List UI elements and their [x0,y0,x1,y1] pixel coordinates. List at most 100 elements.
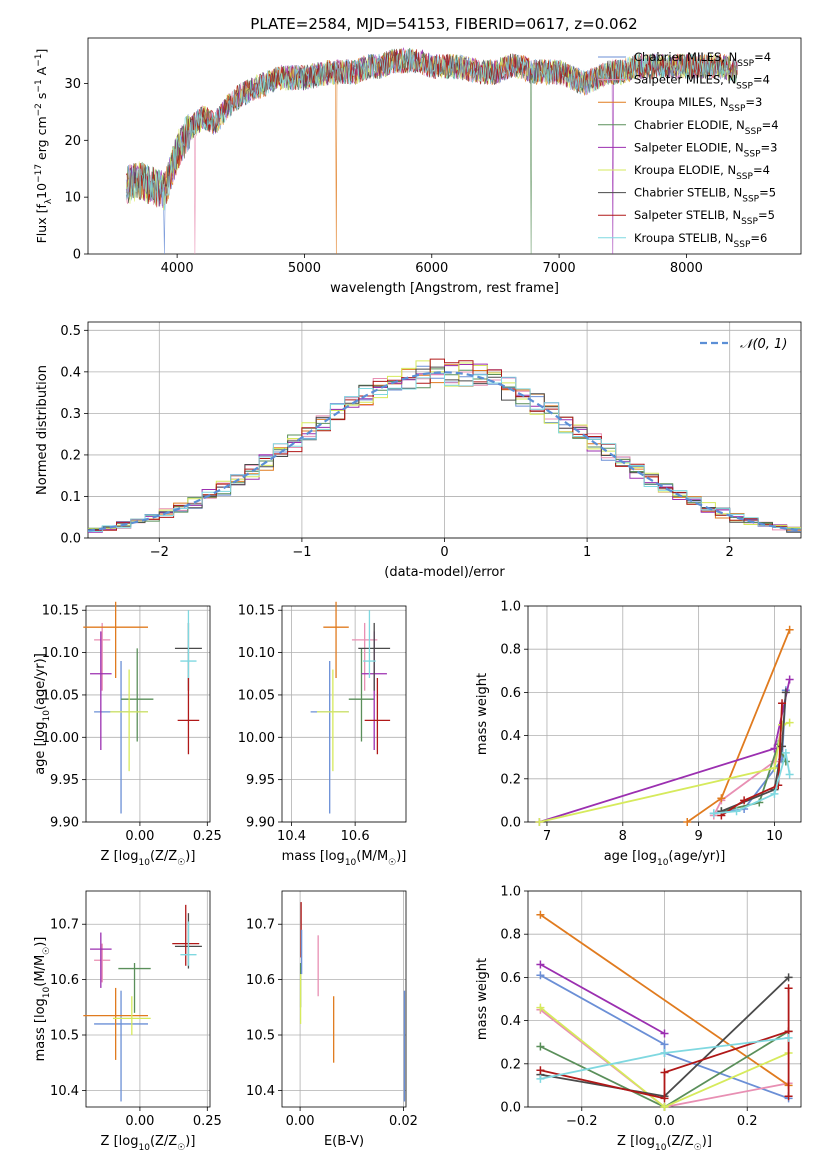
label-part: ( [33,982,48,987]
label-part: ( [150,849,155,864]
y-tick-label: 0.2 [60,448,81,463]
x-tick-label: −2 [150,545,169,560]
x-axis-label: Z [log10(Z/Z☉)] [101,1134,196,1153]
x-tick-label: 7000 [543,261,576,276]
weight-point-marker [683,818,692,826]
label-part: 10 [42,986,52,998]
y-tick-label: 0 [73,248,81,263]
weight-series-line [540,988,790,1100]
label-part: Flux [f [34,204,49,244]
label-part: =4 [754,50,771,64]
weight-point-marker [784,973,793,982]
y-tick-label: 10.4 [50,1084,79,1099]
x-axis-label: Z [log10(Z/Z☉)] [101,849,196,868]
x-tick-label: 6000 [415,261,448,276]
label-part: =4 [762,118,779,132]
weight_vs_age-labels: age [log10(age/yr)] mass weight [475,673,725,868]
x-tick-label: 8000 [670,261,703,276]
x-tick-label: 0.00 [125,1114,154,1129]
label-part: A [34,66,49,79]
y-tick-label: 10.4 [246,1084,275,1099]
weight-point-marker [785,770,794,779]
label-part: ] [34,49,49,54]
label-part: Salpeter ELODIE, N [634,140,744,154]
label-part: −2 [34,103,44,116]
legend-label: 𝒩(0, 1) [740,337,787,352]
weight-point-marker [536,1003,545,1012]
legend-label: Kroupa MILES, NSSP=3 [634,95,762,114]
x-tick-label: 10.6 [341,829,370,844]
weight-series-line [539,679,791,823]
weight-point-marker [660,1094,669,1103]
label-part: ( [668,849,673,864]
weight-point-marker [784,984,793,993]
y-tick-label: 10.6 [246,973,275,988]
weight-point-marker [784,1033,793,1042]
y-tick-label: 1.0 [500,885,521,900]
residual-histogram [88,372,801,532]
label-part: ☉ [177,858,185,868]
y-tick-label: 0.3 [60,407,81,422]
y-tick-label: 10.5 [246,1029,275,1044]
y-tick-label: 0.4 [60,365,81,380]
spectrum-series-line [125,48,738,211]
x-axis-label: Z [log10(Z/Z☉)] [617,1134,712,1153]
x-tick-label: 0.25 [193,1114,222,1129]
y-axis-label: age [log10(age/yr)] [33,653,52,775]
label-part: =5 [759,186,776,200]
y-tick-label: 10.00 [42,731,79,746]
label-part: ( [356,849,361,864]
mass_vs_ebv-axes: 0.00 0.02 10.4 10.5 10.6 10.7 [246,890,418,1129]
label-part: Chabrier MILES, N [634,50,737,64]
weight_vs_Z-axes: −0.2 0.0 0.2 0.0 0.2 0.4 0.6 0.8 1.0 [500,885,802,1129]
mass_vs_Z-errorbars [83,904,202,1102]
y-tick-label: 0.8 [500,643,521,658]
weight-series-line [539,974,789,1100]
plot-frame [85,605,211,823]
legend-label: Salpeter MILES, NSSP=4 [634,73,770,92]
label-part: s [34,93,49,104]
residuals-axes: −2 −1 0 1 2 0.0 0.1 0.2 0.3 0.4 0.5 [60,321,802,560]
label-part: SSP [729,104,746,114]
label-part: =5 [758,208,775,222]
figure-title: PLATE=2584, MJD=54153, FIBERID=0617, z=0… [250,15,637,33]
label-part: ☉ [42,947,52,955]
x-tick-label: 0.02 [389,1114,418,1129]
x-tick-label: −1 [292,545,311,560]
y-tick-label: 30 [64,77,81,92]
x-tick-label: 0.00 [286,1114,315,1129]
label-part: SSP [736,172,753,182]
weight-point-marker [785,718,794,727]
plot-frame [281,605,407,823]
label-part: )] [33,937,48,947]
label-part: age [log [604,849,657,864]
label-part: SSP [734,240,751,250]
spectrum-lines [125,46,738,255]
label-part: λ [44,198,54,204]
weight-point-marker [660,1029,669,1038]
label-part: 10 [345,858,357,868]
label-part: SSP [736,82,753,92]
label-part: Z/Z [155,1134,177,1149]
x-tick-label: 0.25 [193,829,222,844]
mass_vs_ebv-errorbars [299,902,406,1102]
label-part: SSP [745,127,762,137]
label-part: Chabrier STELIB, N [634,186,742,200]
age_vs_mass-axes: 10.4 10.6 9.90 9.95 10.00 10.05 10.10 10.15 [238,604,407,844]
weight-point-marker [770,764,779,772]
label-part: Salpeter MILES, N [634,73,736,87]
y-tick-label: 10.6 [50,973,79,988]
y-tick-label: 10.10 [238,646,275,661]
label-part: =6 [750,231,767,245]
label-part: Z [log [617,1134,655,1149]
weight-point-marker [770,789,779,798]
x-axis-label: mass [log10(M/M☉)] [282,849,407,868]
label-part: Z [log [101,849,139,864]
y-tick-label: 10.15 [238,604,275,619]
x-tick-label: 4000 [161,261,194,276]
y-axis-label: Normed distribution [35,365,50,495]
y-tick-label: 10.10 [42,646,79,661]
weight-point-marker [660,1103,669,1111]
label-part: SSP [741,217,758,227]
